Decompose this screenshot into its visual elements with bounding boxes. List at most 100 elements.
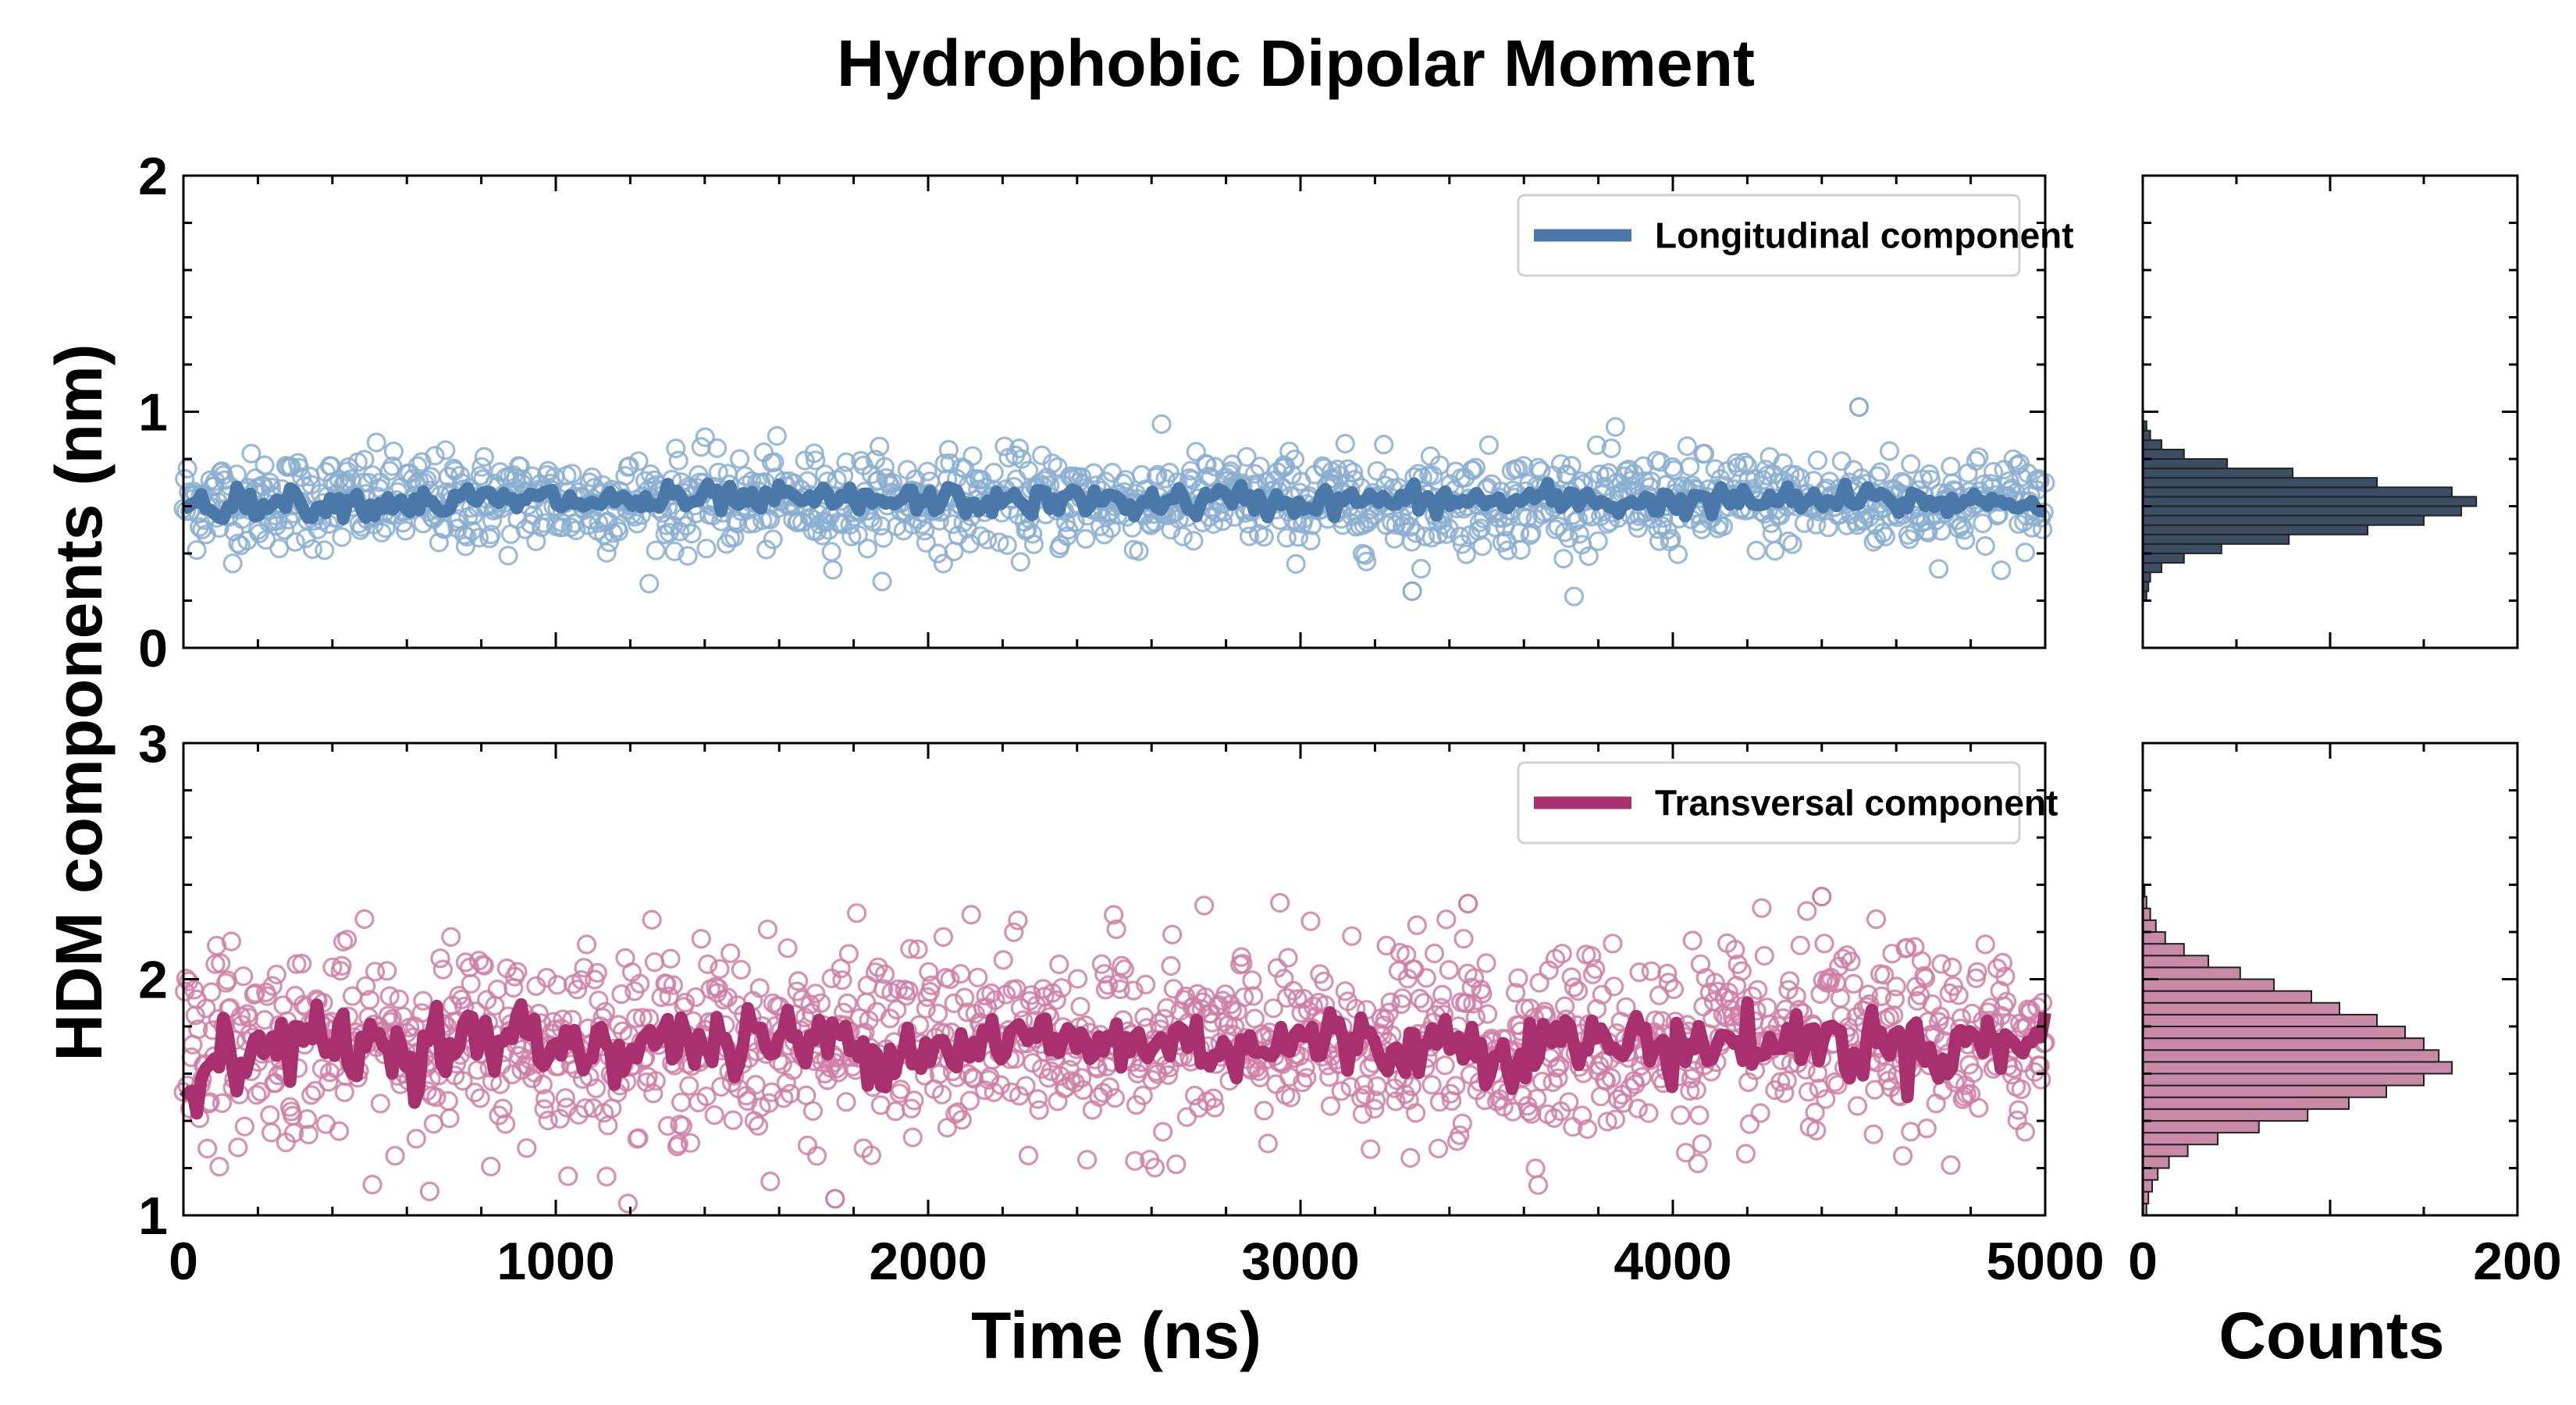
transversal-data-point bbox=[1542, 1072, 1563, 1093]
longitudinal-data-point bbox=[696, 539, 717, 559]
transversal-data-point bbox=[201, 982, 222, 1002]
longitudinal-data-point bbox=[806, 450, 826, 471]
longitudinal-data-point bbox=[1186, 442, 1206, 462]
longitudinal-data-point bbox=[275, 520, 295, 540]
transversal-hist-bar bbox=[2142, 919, 2157, 933]
longitudinal-data-point bbox=[1677, 436, 1697, 457]
longitudinal-data-point bbox=[1428, 525, 1449, 545]
transversal-legend-box bbox=[1517, 761, 2021, 845]
transversal-data-point bbox=[1550, 1055, 1570, 1076]
transversal-data-point bbox=[360, 990, 380, 1010]
transversal-data-point bbox=[439, 1108, 460, 1129]
transversal-data-point bbox=[283, 1122, 304, 1144]
transversal-data-point bbox=[1616, 997, 1636, 1017]
transversal-data-point bbox=[1874, 965, 1895, 985]
longitudinal-data-point bbox=[681, 523, 702, 544]
longitudinal-data-point bbox=[1762, 523, 1783, 544]
longitudinal-data-point bbox=[2015, 542, 2035, 563]
transversal-data-point bbox=[1278, 948, 1298, 968]
longitudinal-data-point bbox=[797, 471, 818, 491]
longitudinal-hist-bars bbox=[2142, 420, 2478, 602]
transversal-data-point bbox=[959, 1090, 980, 1111]
transversal-data-point bbox=[1231, 947, 1251, 967]
longitudinal-data-point bbox=[857, 539, 877, 559]
transversal-data-point bbox=[490, 1074, 511, 1094]
transversal-data-point bbox=[757, 919, 778, 940]
longitudinal-data-point bbox=[261, 477, 282, 498]
longitudinal-data-point bbox=[436, 440, 456, 461]
transversal-hist-bar bbox=[2142, 1132, 2218, 1146]
transversal-data-point bbox=[1450, 1125, 1470, 1145]
transversal-data-point bbox=[1539, 960, 1559, 980]
longitudinal-data-point bbox=[1548, 516, 1568, 537]
transversal-data-point bbox=[1161, 955, 1181, 976]
transversal-data-point bbox=[260, 1104, 280, 1126]
longitudinal-data-point bbox=[498, 546, 518, 566]
transversal-data-point bbox=[1112, 955, 1132, 976]
longitudinal-data-point bbox=[1212, 510, 1233, 532]
longitudinal-data-point bbox=[639, 574, 660, 594]
longitudinal-data-point bbox=[1958, 463, 1978, 483]
transversal-data-point bbox=[1158, 1065, 1179, 1086]
longitudinal-data-point bbox=[1478, 435, 1500, 455]
transversal-data-point bbox=[660, 948, 681, 969]
transversal-outlier-point bbox=[825, 1189, 845, 1209]
longitudinal-data-point bbox=[695, 427, 715, 447]
transversal-data-point bbox=[532, 1074, 553, 1095]
transversal-hist-bar bbox=[2142, 1084, 2387, 1098]
x-tick-label: 0 bbox=[169, 1232, 198, 1291]
transversal-data-point bbox=[663, 975, 684, 995]
transversal-data-point bbox=[651, 987, 671, 1008]
transversal-data-point bbox=[2011, 1079, 2031, 1100]
transversal-data-point bbox=[574, 958, 594, 978]
longitudinal-data-point bbox=[927, 543, 948, 564]
longitudinal-data-point bbox=[566, 520, 586, 541]
transversal-data-point bbox=[1508, 968, 1528, 988]
longitudinal-outlier-point bbox=[1848, 397, 1870, 418]
longitudinal-data-point bbox=[383, 441, 404, 461]
transversal-data-point bbox=[1295, 1058, 1315, 1078]
transversal-data-point bbox=[1380, 992, 1400, 1012]
longitudinal-data-point bbox=[1561, 455, 1582, 476]
x-axis-label: Time (ns) bbox=[971, 1299, 1261, 1372]
transversal-data-point bbox=[1686, 1080, 1706, 1101]
longitudinal-data-point bbox=[474, 446, 494, 468]
transversal-data-point bbox=[1067, 969, 1088, 989]
transversal-data-point bbox=[1831, 1005, 1852, 1026]
longitudinal-data-point bbox=[869, 436, 890, 457]
transversal-data-point bbox=[211, 953, 231, 973]
transversal-data-point bbox=[432, 959, 454, 980]
transversal-data-point bbox=[245, 983, 265, 1003]
transversal-data-point bbox=[423, 1114, 444, 1134]
longitudinal-data-point bbox=[1374, 434, 1394, 455]
transversal-data-point bbox=[1194, 895, 1215, 916]
transversal-data-point bbox=[1407, 915, 1427, 935]
longitudinal-data-point bbox=[933, 553, 954, 574]
transversal-y-tick-label: 2 bbox=[138, 951, 168, 1010]
transversal-data-point bbox=[292, 953, 312, 974]
longitudinal-data-point bbox=[1991, 560, 2012, 581]
longitudinal-data-point bbox=[1597, 514, 1617, 534]
transversal-hist-bar bbox=[2142, 931, 2166, 945]
transversal-y-tick-label: 1 bbox=[138, 1186, 168, 1246]
transversal-data-point bbox=[1884, 989, 1905, 1009]
transversal-data-point bbox=[761, 1082, 782, 1103]
transversal-data-point bbox=[900, 938, 920, 959]
transversal-data-point bbox=[1997, 991, 2017, 1012]
longitudinal-data-point bbox=[1901, 454, 1921, 475]
transversal-data-point bbox=[891, 1080, 911, 1100]
transversal-data-point bbox=[535, 1089, 556, 1109]
longitudinal-hist-bar bbox=[2142, 533, 2290, 545]
x-tick-label: 1000 bbox=[496, 1232, 614, 1291]
longitudinal-data-point bbox=[1423, 465, 1443, 486]
transversal-data-point bbox=[449, 985, 469, 1006]
longitudinal-data-point bbox=[1866, 528, 1887, 549]
transversal-data-point bbox=[788, 971, 809, 991]
transversal-data-point bbox=[1354, 1074, 1374, 1095]
longitudinal-data-point bbox=[1648, 519, 1668, 539]
transversal-data-point bbox=[657, 1115, 678, 1136]
transversal-data-point bbox=[902, 1127, 923, 1147]
transversal-data-point bbox=[904, 1090, 924, 1111]
longitudinal-data-point bbox=[1778, 531, 1799, 552]
longitudinal-data-point bbox=[917, 461, 938, 482]
